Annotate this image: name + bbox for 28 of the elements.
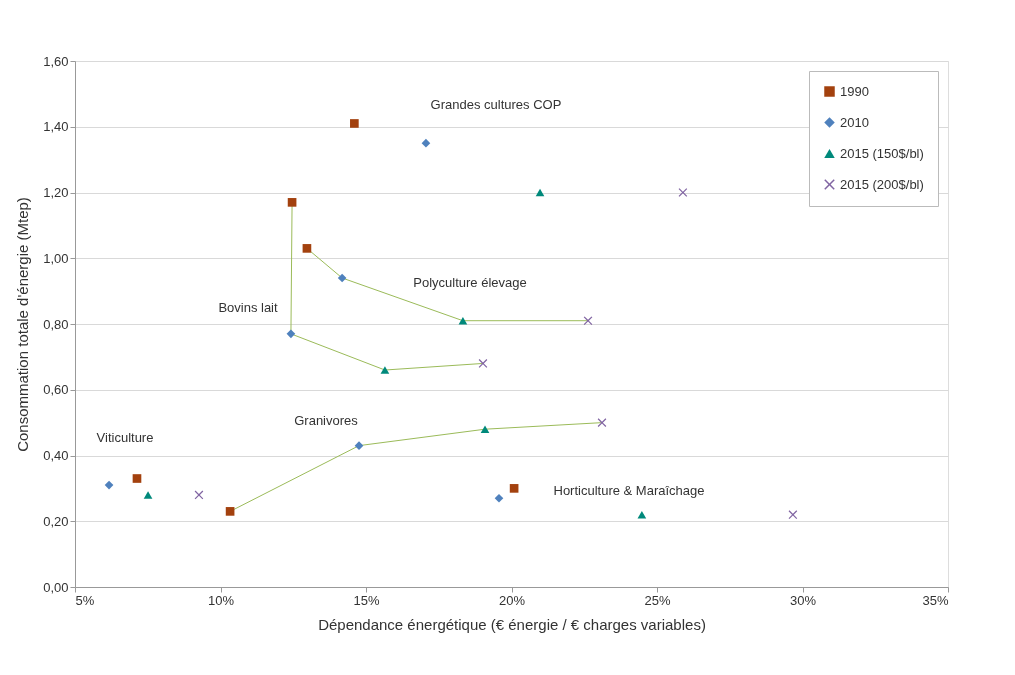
x-axis-title: Dépendance énergétique (€ énergie / € charges variables) <box>318 615 706 633</box>
x-tick-label: 5% <box>75 592 95 608</box>
legend-label: 1990 <box>840 83 869 99</box>
y-tick-label: 0,00 <box>43 579 69 595</box>
y-axis-title: Consommation totale d'énergie (Mtep) <box>14 197 32 452</box>
y-tick-label: 0,40 <box>43 448 69 463</box>
y-tick-label: 1,20 <box>43 185 69 200</box>
legend-label: 2015 (150$/bl) <box>840 145 924 161</box>
x-tick-label: 25% <box>644 592 671 608</box>
annotation: Grandes cultures COP <box>430 97 562 112</box>
y-tick-label: 1,00 <box>43 250 69 266</box>
x-tick-label: 10% <box>207 592 235 608</box>
x-tick-label: 15% <box>353 592 380 608</box>
annotation: Polyculture élevage <box>413 275 527 290</box>
y-tick-label: 1,60 <box>43 53 69 69</box>
annotation: Bovins lait <box>218 300 279 315</box>
y-tick-label: 0,60 <box>43 382 69 398</box>
x-tick-label: 30% <box>789 592 817 608</box>
legend-label: 2015 (200$/bl) <box>840 176 924 192</box>
y-tick-label: 0,80 <box>43 316 69 332</box>
legend-label: 2010 <box>840 114 869 130</box>
annotation: Granivores <box>294 413 359 428</box>
annotation: Horticulture & Maraîchage <box>553 483 705 498</box>
y-tick-label: 0,20 <box>43 513 69 529</box>
x-tick-label: 35% <box>922 592 949 608</box>
x-tick-label: 20% <box>498 592 526 608</box>
annotation: Viticulture <box>96 430 154 445</box>
y-tick-label: 1,40 <box>43 119 69 135</box>
